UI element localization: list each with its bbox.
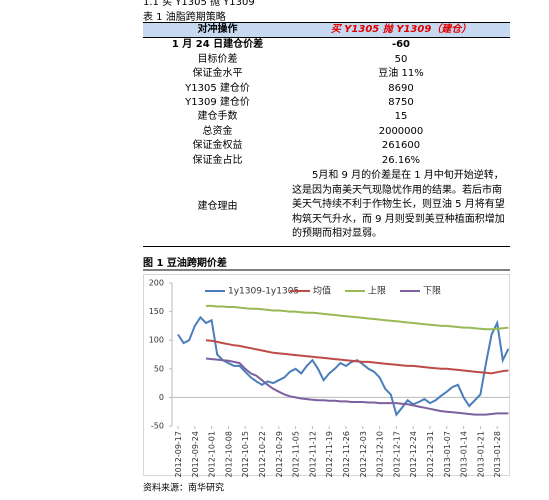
y-tick-label: 50 <box>154 364 164 373</box>
section-heading: 1.1 买 Y1305 抛 Y1309 <box>143 0 255 8</box>
row-label: 保证金权益 <box>192 140 243 152</box>
x-tick-label: 2012-12-24 <box>409 431 418 478</box>
chart-frame <box>143 274 510 476</box>
header-cell: 对冲操作 <box>143 21 292 39</box>
row-label: 建仓理由 <box>143 168 292 247</box>
table-row: 1 月 24 日建仓价差 -60 <box>143 38 510 53</box>
row-label: 建仓手数 <box>197 111 238 123</box>
series-line <box>206 304 509 331</box>
row-label: Y1305 建仓价 <box>185 82 250 94</box>
x-tick-label: 2012-12-17 <box>392 431 401 478</box>
table-caption: 表 1 油脂跨期策略 <box>143 12 226 23</box>
x-tick-label: 2012-10-08 <box>224 431 233 478</box>
x-tick-label: 2012-10-01 <box>208 431 217 478</box>
row-value: -60 <box>391 39 411 51</box>
table-row: 保证金水平 豆油 11% <box>143 67 510 81</box>
y-tick-label: -50 <box>151 422 164 431</box>
x-tick-label: 2012-10-15 <box>241 431 250 478</box>
series-line <box>205 357 509 416</box>
row-value: 15 <box>394 111 408 123</box>
y-tick-label: 200 <box>149 279 164 288</box>
x-tick-label: 2012-11-05 <box>292 431 301 478</box>
row-value: 5月和 9 月的价差是在 1 月中旬开始逆转，这是因为南美天气现隐忧作用的结果。… <box>292 168 510 247</box>
row-value: 2000000 <box>378 125 424 137</box>
x-tick-label: 2012-12-31 <box>426 431 435 478</box>
row-label: 保证金水平 <box>192 68 243 80</box>
table-row: 保证金权益 261600 <box>143 139 510 153</box>
legend-label: 均值 <box>313 285 331 297</box>
x-tick-label: 2013-01-28 <box>493 431 502 478</box>
x-tick-label: 2012-11-26 <box>342 431 351 478</box>
table-row: 建仓手数 15 <box>143 110 510 124</box>
legend-label: 1y1309-1y1305 <box>228 287 299 297</box>
table-row: Y1309 建仓价 8750 <box>143 96 510 110</box>
x-tick-label: 2012-10-22 <box>258 431 267 478</box>
x-tick-label: 2013-01-21 <box>476 431 485 478</box>
header-cell: 买 Y1305 抛 Y1309（建仓） <box>292 21 510 39</box>
table-header-row: 对冲操作买 Y1305 抛 Y1309（建仓） <box>143 21 510 39</box>
series-line <box>205 339 509 375</box>
x-tick-label: 2012-11-12 <box>308 431 317 478</box>
row-value: 8690 <box>388 82 414 94</box>
table-row: 建仓理由 5月和 9 月的价差是在 1 月中旬开始逆转，这是因为南美天气现隐忧作用… <box>143 168 510 247</box>
row-label: 总资金 <box>202 125 233 137</box>
table-row: 总资金 2000000 <box>143 125 510 139</box>
x-tick-label: 2012-09-24 <box>191 431 200 478</box>
legend-label: 下限 <box>423 286 441 297</box>
strategy-table: 对冲操作买 Y1305 抛 Y1309（建仓） 1 月 24 日建仓价差 -60 目标… <box>143 21 510 247</box>
y-tick-label: 150 <box>149 307 164 316</box>
row-label: Y1309 建仓价 <box>185 97 250 109</box>
chart-title: 图 1 豆油跨期价差 <box>143 256 227 269</box>
legend-label: 上限 <box>368 286 386 297</box>
x-tick-label: 2012-12-03 <box>359 431 368 478</box>
table-row: Y1305 建仓价 8690 <box>143 82 510 96</box>
row-label: 保证金占比 <box>192 154 243 166</box>
x-tick-label: 2013-01-14 <box>460 431 469 478</box>
source-note: 资料来源：南华研究 <box>143 482 224 494</box>
x-tick-label: 2012-09-17 <box>174 431 183 478</box>
x-tick-label: 2013-01-07 <box>443 431 452 478</box>
row-value: 50 <box>394 53 408 65</box>
table-row: 目标价差 50 <box>143 53 510 67</box>
row-label: 1 月 24 日建仓价差 <box>171 39 264 51</box>
row-label: 目标价差 <box>197 53 238 65</box>
table-row: 保证金占比 26.16% <box>143 154 510 168</box>
row-value: 8750 <box>388 97 414 109</box>
x-tick-label: 2012-11-19 <box>325 431 334 478</box>
row-value: 26.16% <box>381 154 421 166</box>
row-value: 261600 <box>381 140 421 152</box>
y-tick-label: 100 <box>149 336 164 345</box>
row-value: 豆油 11% <box>378 68 424 80</box>
series-line <box>177 315 510 417</box>
x-tick-label: 2012-12-10 <box>376 431 385 478</box>
x-tick-label: 2012-10-29 <box>275 431 284 478</box>
y-tick-label: 0 <box>159 393 164 402</box>
